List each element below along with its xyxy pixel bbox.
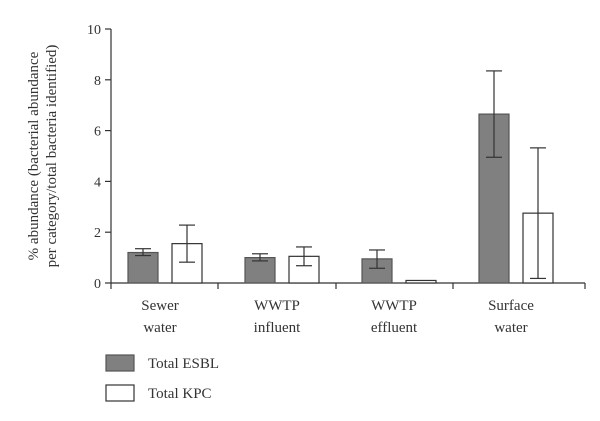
legend-swatch	[105, 384, 135, 402]
y-tick-label: 8	[94, 74, 101, 89]
x-category-label: water	[494, 320, 527, 336]
legend-label: Total KPC	[148, 386, 212, 402]
x-category-label: water	[143, 320, 176, 336]
legend-item-kpc: Total KPC	[105, 384, 212, 402]
x-category-label: effluent	[371, 320, 418, 336]
y-tick-label: 4	[94, 175, 101, 190]
y-axis-label-line: per category/total bacteria identified)	[44, 45, 60, 268]
x-category-label: WWTP	[254, 298, 300, 314]
error-bars	[135, 70, 546, 280]
y-axis-label: % abundance (bacterial abundance per cate…	[26, 45, 60, 268]
x-category-label: Sewer	[141, 298, 179, 314]
bars	[127, 113, 554, 284]
y-tick-label: 2	[94, 226, 101, 241]
bar-esbl	[127, 251, 159, 284]
bar-esbl	[244, 257, 276, 284]
bar-kpc	[405, 279, 437, 284]
legend-label: Total ESBL	[148, 356, 219, 372]
x-category-label: WWTP	[371, 298, 417, 314]
legend: Total ESBL Total KPC	[105, 354, 219, 402]
y-axis-label-line: % abundance (bacterial abundance	[26, 51, 42, 260]
x-category-label: influent	[254, 320, 301, 336]
y-tick-label: 6	[94, 125, 101, 140]
x-category-label: Surface	[488, 298, 534, 314]
y-tick-label: 0	[94, 277, 101, 292]
y-axis: 0 2 4 6 8 10	[87, 23, 112, 292]
y-tick-label: 10	[87, 23, 101, 38]
legend-item-esbl: Total ESBL	[105, 354, 219, 372]
legend-swatch	[105, 354, 135, 372]
x-axis: Sewer water WWTP influent WWTP effluent Surfac…	[110, 282, 586, 336]
